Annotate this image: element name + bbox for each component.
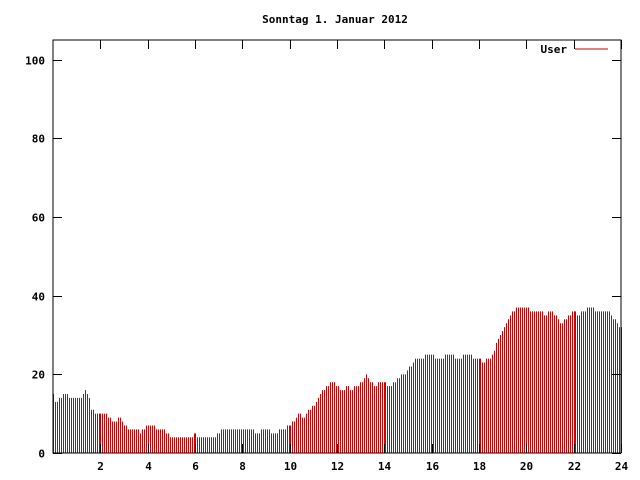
chart-title: Sonntag 1. Januar 2012 [262, 13, 408, 26]
y-tick-label: 40 [32, 291, 45, 304]
y-tick-label: 60 [32, 212, 45, 225]
x-tick-label: 8 [239, 460, 246, 473]
x-tick-label: 14 [378, 460, 392, 473]
x-tick-label: 2 [97, 460, 104, 473]
x-tick-label: 22 [568, 460, 581, 473]
x-tick-label: 24 [615, 460, 629, 473]
x-tick-label: 6 [192, 460, 199, 473]
y-tick-label: 0 [38, 448, 45, 461]
y-tick-label: 20 [32, 369, 45, 382]
x-tick-label: 20 [520, 460, 533, 473]
bar-series [53, 307, 622, 453]
x-tick-label: 12 [331, 460, 344, 473]
y-tick-label: 100 [25, 55, 45, 68]
x-tick-label: 10 [284, 460, 297, 473]
x-tick-label: 4 [145, 460, 152, 473]
y-tick-label: 80 [32, 133, 45, 146]
legend: User [541, 43, 608, 56]
legend-label: User [541, 43, 568, 56]
x-tick-label: 18 [473, 460, 486, 473]
x-tick-label: 16 [426, 460, 440, 473]
